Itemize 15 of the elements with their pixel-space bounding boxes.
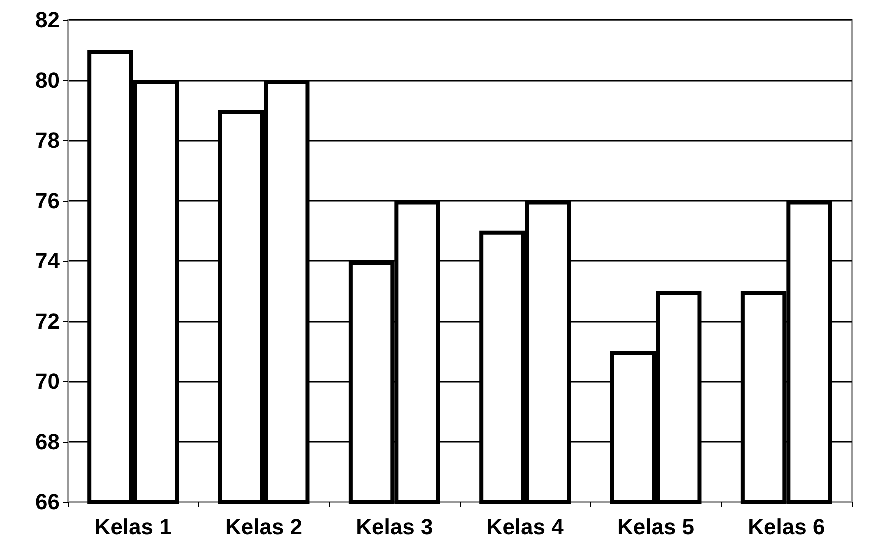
x-tick-label: Kelas 3 — [356, 514, 434, 540]
x-tick-label: Kelas 5 — [617, 514, 695, 540]
x-tick-label: Kelas 6 — [748, 514, 826, 540]
x-tick-label: Kelas 4 — [486, 514, 565, 540]
x-tick-label: Kelas 2 — [225, 514, 303, 540]
y-tick-label: 76 — [36, 188, 60, 214]
y-tick-label: 72 — [36, 308, 60, 334]
y-tick-label: 80 — [36, 68, 60, 93]
y-tick-label: 66 — [36, 490, 60, 514]
y-tick-label: 78 — [36, 128, 60, 153]
y-tick-label: 82 — [36, 8, 60, 32]
y-tick-label: 68 — [36, 429, 60, 454]
x-tick-label: Kelas 1 — [94, 514, 172, 540]
y-tick-label: 74 — [36, 248, 61, 274]
y-tick-label: 70 — [36, 369, 60, 394]
